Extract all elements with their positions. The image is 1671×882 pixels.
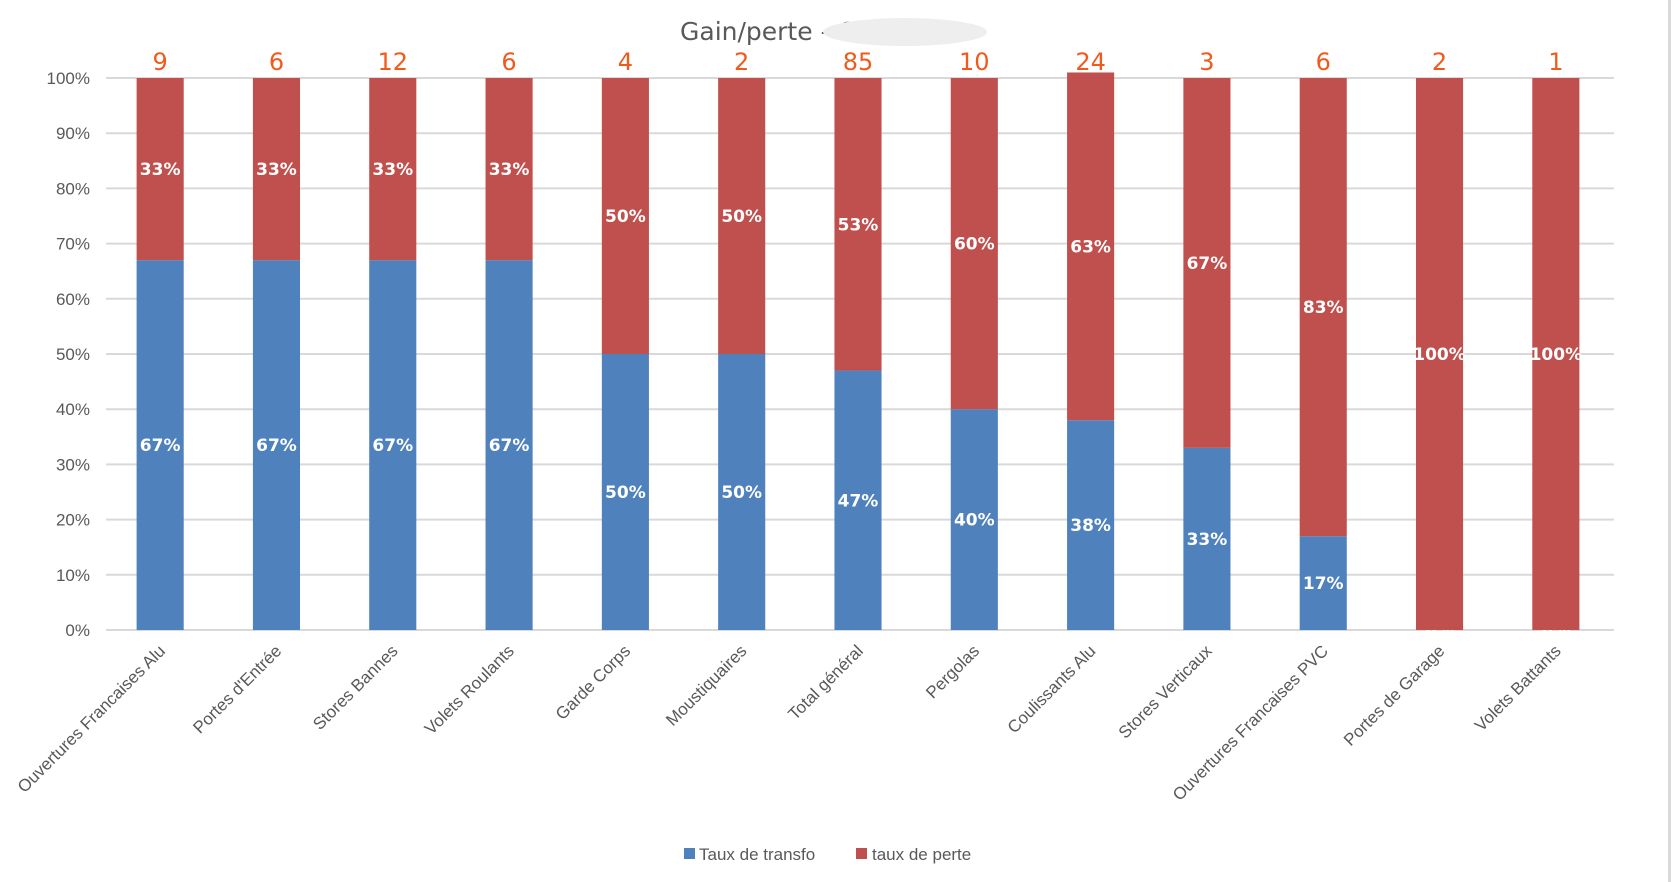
bar-taux-de-transfo (369, 260, 417, 630)
data-label: 33% (372, 160, 413, 180)
y-tick-label: 40% (56, 400, 90, 419)
legend-swatch-taux-de-perte (856, 848, 867, 859)
title-redaction (823, 18, 987, 46)
bar-taux-de-transfo (834, 370, 882, 630)
data-label: 67% (256, 436, 297, 456)
data-label: 100% (1413, 345, 1466, 365)
count-label: 2 (1432, 48, 1447, 76)
y-tick-label: 50% (56, 345, 90, 364)
x-tick-label: Garde Corps (552, 641, 634, 723)
x-tick-label: Stores Verticaux (1115, 641, 1216, 742)
data-label: 33% (140, 160, 181, 180)
x-tick-label: Coulissants Alu (1004, 641, 1100, 737)
data-label: 53% (838, 215, 879, 235)
x-axis: Ouvertures Francaises Alu Portes d'Entrée… (14, 641, 1565, 804)
x-tick-label: Volets Battants (1471, 641, 1565, 735)
count-labels: 9 6 12 6 4 2 85 10 24 3 6 2 1 (153, 48, 1564, 76)
bar-taux-de-perte (252, 78, 301, 261)
chart-border (1668, 0, 1671, 882)
data-label: 47% (838, 491, 879, 511)
x-tick-label: Ouvertures Francaises Alu (14, 641, 169, 796)
data-label: 33% (256, 160, 297, 180)
bar-taux-de-transfo (1067, 420, 1115, 630)
data-label: 17% (1303, 574, 1344, 594)
count-label: 6 (269, 48, 284, 76)
data-label: 38% (1070, 516, 1111, 536)
legend-label-taux-de-perte: taux de perte (872, 845, 971, 864)
data-label: 67% (1187, 254, 1228, 274)
count-label: 6 (501, 48, 516, 76)
count-label: 85 (843, 48, 874, 76)
data-label: 50% (605, 483, 646, 503)
y-tick-label: 100% (47, 69, 90, 88)
x-tick-label: Portes d'Entrée (189, 641, 285, 737)
bar-taux-de-transfo (485, 260, 533, 630)
bar-taux-de-transfo (950, 409, 998, 630)
data-label: 100% (1530, 345, 1583, 365)
data-label: 33% (1187, 530, 1228, 550)
x-tick-label: Stores Bannes (309, 641, 401, 733)
y-tick-label: 20% (56, 511, 90, 530)
x-tick-label: Moustiquaires (662, 641, 750, 729)
count-label: 12 (377, 48, 408, 76)
bar-taux-de-transfo (1183, 447, 1231, 630)
bar-taux-de-perte (1299, 78, 1347, 537)
x-tick-label: Portes de Garage (1340, 641, 1448, 749)
bar-taux-de-perte (369, 78, 417, 261)
y-tick-label: 30% (56, 455, 90, 474)
bar-taux-de-transfo (601, 354, 649, 630)
x-tick-label: Pergolas (922, 641, 983, 702)
bar-taux-de-perte (718, 78, 766, 354)
data-label: 40% (954, 511, 995, 531)
legend-label-taux-de-transfo: Taux de transfo (699, 845, 815, 864)
y-axis: 0% 10% 20% 30% 40% 50% 60% 70% 80% 90% 100% (47, 69, 90, 640)
bar-taux-de-perte (1067, 72, 1115, 421)
bar-taux-de-perte (136, 78, 184, 261)
data-label: 67% (372, 436, 413, 456)
y-tick-label: 60% (56, 290, 90, 309)
data-label: 83% (1303, 298, 1344, 318)
data-label: 50% (721, 483, 762, 503)
x-tick-label: Volets Roulants (421, 641, 518, 738)
x-tick-label: Total général (785, 641, 867, 723)
bar-taux-de-perte (1415, 78, 1464, 630)
count-label: 4 (618, 48, 633, 76)
count-label: 6 (1316, 48, 1331, 76)
bar-taux-de-transfo (136, 260, 184, 630)
bar-taux-de-perte (1532, 78, 1580, 630)
data-label: 50% (605, 207, 646, 227)
data-label: 67% (489, 436, 530, 456)
bar-taux-de-transfo (1299, 536, 1347, 630)
bar-taux-de-perte (950, 78, 998, 410)
bar-taux-de-transfo (252, 260, 301, 630)
bar-taux-de-perte (485, 78, 533, 261)
count-label: 9 (153, 48, 168, 76)
y-tick-label: 70% (56, 235, 90, 254)
y-tick-label: 80% (56, 179, 90, 198)
count-label: 2 (734, 48, 749, 76)
count-label: 1 (1548, 48, 1563, 76)
bar-taux-de-perte (1183, 78, 1231, 448)
legend: Taux de transfo taux de perte (684, 845, 971, 864)
count-label: 3 (1199, 48, 1214, 76)
data-label: 33% (489, 160, 530, 180)
bar-taux-de-perte (834, 78, 882, 371)
bars: 67% 33% 67% 33% 67% 33% 67% 33% 50% 50% 50% 50% 47% 5… (136, 72, 1583, 639)
bar-taux-de-perte (601, 78, 649, 354)
count-label: 10 (959, 48, 990, 76)
count-label: 24 (1075, 48, 1106, 76)
bar-taux-de-transfo (718, 354, 766, 630)
data-label: 50% (721, 207, 762, 227)
data-label: 63% (1070, 237, 1111, 257)
data-label: 67% (140, 436, 181, 456)
legend-swatch-taux-de-transfo (684, 848, 695, 859)
data-label: 60% (954, 235, 995, 255)
y-tick-label: 0% (65, 621, 90, 640)
y-tick-label: 10% (56, 566, 90, 585)
y-tick-label: 90% (56, 124, 90, 143)
